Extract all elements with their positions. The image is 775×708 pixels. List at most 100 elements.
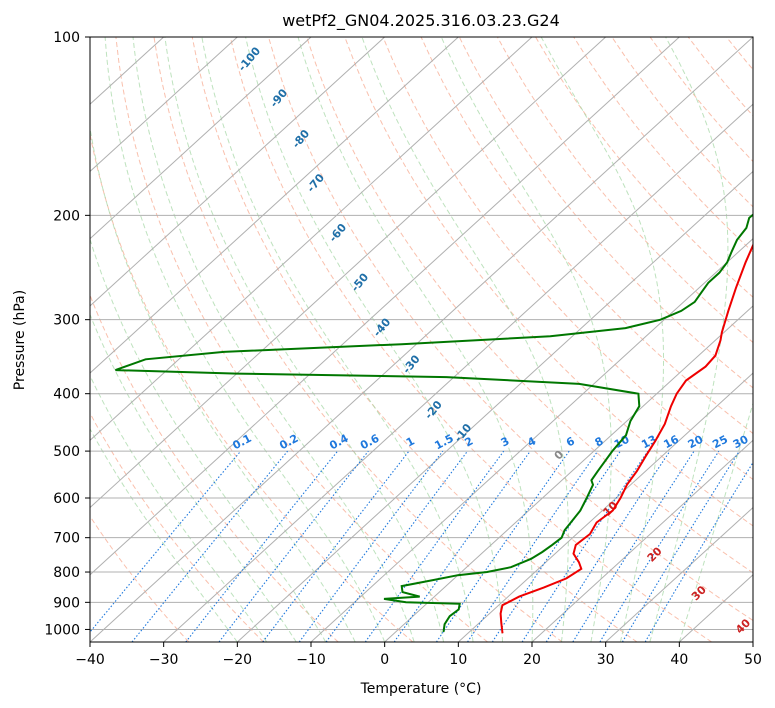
moist-adiabat: [132, 37, 415, 642]
isotherm: [90, 37, 312, 240]
dry-adiabat: [649, 37, 753, 163]
x-tick-label: 50: [744, 652, 762, 668]
isotherm: [531, 439, 753, 642]
x-axis-label: Temperature (°C): [360, 681, 482, 697]
mixing-ratio-line: [572, 450, 695, 642]
dry-adiabat: [115, 37, 488, 642]
moist-adiabat: [164, 37, 445, 642]
y-tick-label: 300: [53, 313, 80, 329]
mixing-ratio-line: [521, 450, 649, 642]
mixing-ratio-label: 0.2: [277, 432, 300, 453]
moist-adiabat: [201, 37, 474, 642]
moist-adiabat-label: -80: [290, 127, 313, 151]
moist-adiabat: [245, 37, 503, 642]
dry-adiabat: [191, 37, 638, 642]
mixing-ratio-label: 0.6: [358, 432, 382, 453]
isotherm: [90, 37, 459, 374]
moist-adiabat-label: -60: [326, 221, 349, 245]
moist-adiabat: [649, 37, 729, 642]
isotherm: [90, 37, 680, 576]
mixing-ratio-label: 0.4: [327, 432, 351, 453]
x-tick-label: −40: [75, 652, 105, 668]
y-tick-label: 400: [53, 387, 80, 403]
moist-adiabat-label: -90: [267, 86, 290, 110]
mixing-ratio-line: [491, 450, 621, 642]
y-tick-label: 100: [53, 30, 80, 46]
dry-adiabat: [90, 131, 414, 642]
mixing-ratio-line: [218, 450, 369, 642]
mixing-ratio-line: [262, 450, 410, 642]
isotherm: [384, 305, 753, 642]
dry-adiabat: [344, 37, 753, 527]
dry-adiabat: [420, 37, 753, 435]
x-tick-label: 40: [670, 652, 688, 668]
mixing-ratio-label: 30: [731, 433, 751, 452]
mixing-ratio-line: [621, 450, 740, 642]
mixing-ratio-label: 6: [564, 434, 577, 449]
plot-frame: [89, 36, 754, 643]
y-tick-label: 1000: [44, 622, 80, 638]
isotherm: [90, 37, 386, 307]
dry-adiabat: [268, 37, 753, 622]
dry-adiabat: [765, 37, 775, 642]
dry-adiabat: [382, 37, 753, 481]
isotherm: [457, 372, 753, 642]
dry-adiabat: [153, 37, 563, 642]
moist-adiabat: [90, 313, 297, 642]
moist-adiabat: [90, 125, 356, 642]
mixing-ratio-label: 36: [752, 433, 772, 452]
y-tick-label: 500: [53, 444, 80, 460]
temperature-profile-line: [499, 242, 753, 634]
mixing-ratio-label: 3: [499, 434, 512, 449]
mixing-ratio-line: [599, 450, 720, 642]
mixing-ratio-line: [325, 450, 468, 642]
mixing-ratio-line: [467, 450, 599, 642]
isotherm: [90, 37, 238, 173]
moist-adiabat: [297, 37, 534, 642]
mixing-ratio-line: [90, 450, 242, 633]
moist-adiabat-label: -40: [371, 315, 394, 339]
x-tick-label: 0: [380, 652, 389, 668]
isotherm: [310, 237, 753, 642]
dry-adiabat: [611, 37, 753, 208]
mixing-ratio-label: 0.1: [230, 432, 253, 453]
chart-title: wetPf2_GN04.2025.316.03.23.G24: [282, 11, 560, 31]
isotherm: [90, 37, 533, 442]
mixing-ratio-line: [545, 450, 671, 642]
moist-adiabat: [678, 401, 753, 642]
dry-adiabat: [726, 37, 753, 71]
x-tick-label: 10: [449, 652, 467, 668]
y-tick-label: 800: [53, 565, 80, 581]
dry-adiabat: [496, 37, 753, 344]
y-tick-label: 900: [53, 595, 80, 611]
moist-adiabat-label: -100: [236, 44, 264, 74]
mixing-ratio-line: [393, 450, 531, 642]
x-tick-label: 30: [597, 652, 615, 668]
y-tick-label: 700: [53, 531, 80, 547]
moist-adiabat-label: -50: [349, 270, 372, 294]
dry-adiabat: [687, 37, 753, 117]
mixing-ratio-line: [131, 450, 289, 642]
isotherm: [90, 37, 753, 642]
moist-adiabat: [540, 37, 664, 642]
y-axis-label: Pressure (hPa): [12, 290, 28, 390]
dry-adiabat: [535, 37, 753, 298]
isotherm: [90, 37, 607, 509]
mixing-ratio-line: [435, 450, 570, 642]
moist-adiabat: [440, 37, 612, 642]
isotherm: [752, 641, 753, 642]
dewpoint-profile-line: [115, 213, 753, 633]
x-tick-label: −10: [296, 652, 326, 668]
y-tick-label: 200: [53, 208, 80, 224]
isotherm: [163, 103, 753, 642]
moist-adiabat-label: -20: [422, 398, 445, 422]
mixing-ratio-label: 25: [710, 433, 730, 452]
mixing-ratio-label: 13: [639, 433, 659, 452]
mixing-ratio-label: 16: [661, 433, 681, 452]
dry-adiabat: [573, 37, 753, 253]
dry-adiabat: [90, 412, 264, 642]
isotherm: [605, 506, 753, 642]
isotherm: [236, 170, 753, 642]
y-tick-label: 600: [53, 491, 80, 507]
